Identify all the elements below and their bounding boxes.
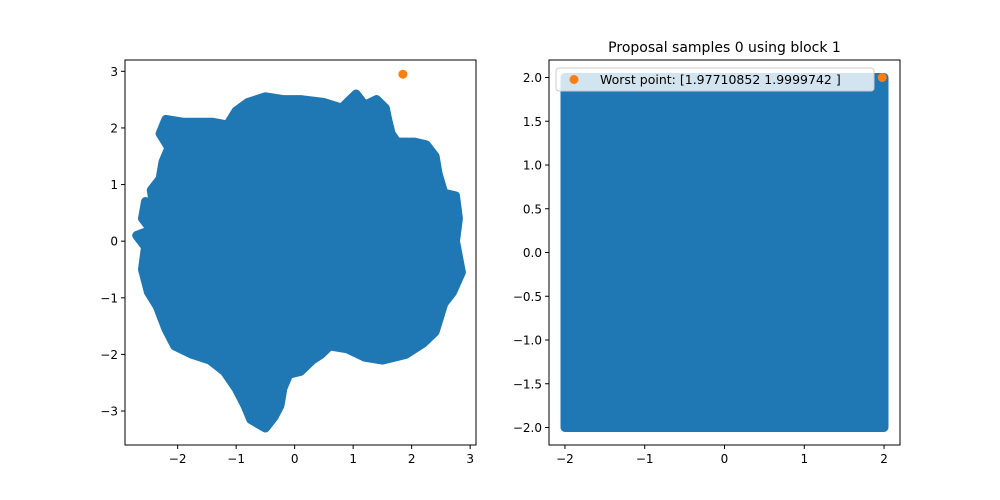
sample-cloud	[560, 73, 889, 432]
y-tick-label: 2.0	[523, 71, 542, 85]
y-tick-label: −2.0	[513, 421, 542, 435]
x-tick-label: −1	[227, 452, 245, 466]
worst-point-marker	[398, 69, 408, 79]
y-tick-label: 0.0	[523, 246, 542, 260]
left-plot-marks	[125, 60, 476, 445]
y-tick-label: 1.0	[523, 159, 542, 173]
x-tick-label: 0	[291, 452, 299, 466]
right-plot-title: Proposal samples 0 using block 1	[608, 40, 841, 56]
y-tick-label: −2	[100, 348, 118, 362]
legend-label-worst-point: Worst point: [1.97710852 1.9999742 ]	[600, 72, 841, 87]
x-tick-label: −2	[556, 452, 574, 466]
legend: Worst point: [1.97710852 1.9999742 ]	[555, 67, 875, 92]
y-tick-label: 0.5	[523, 202, 542, 216]
y-tick-label: −0.5	[513, 290, 542, 304]
y-tick-label: −1.5	[513, 377, 542, 391]
y-tick-label: −1.0	[513, 334, 542, 348]
x-tick-label: −1	[636, 452, 654, 466]
y-tick-label: 1	[110, 178, 118, 192]
y-tick-label: 3	[110, 65, 118, 79]
axes-frame	[124, 59, 477, 446]
right-plot-marks	[549, 60, 900, 445]
right-plot-axes: −2 −1 0 1 2 −2.0 −1.5 −1.0 −0.5 0.0 0.5 1.0 1.5 2.0	[513, 59, 901, 466]
x-tick-label: 1	[800, 452, 808, 466]
x-tick-label: 2	[408, 452, 416, 466]
x-tick-label: −2	[169, 452, 187, 466]
y-tick-label: −3	[100, 405, 118, 419]
y-tick-label: 1.5	[523, 115, 542, 129]
x-tick-label: 1	[349, 452, 357, 466]
y-tick-label: 0	[110, 235, 118, 249]
right-scatter-plot: Proposal samples 0 using block 1 −2 −1 0 1 2…	[513, 40, 901, 466]
legend-box	[555, 67, 875, 92]
worst-point-marker	[877, 73, 887, 82]
x-tick-label: 0	[721, 452, 729, 466]
legend-marker-worst-point	[569, 75, 579, 84]
left-plot-axes: −2 −1 0 1 2 3 −3 −2 −1 0 1 2 3	[100, 59, 477, 466]
x-tick-label: 3	[466, 452, 474, 466]
x-tick-label: 2	[880, 452, 888, 466]
y-tick-label: 2	[110, 121, 118, 135]
left-scatter-plot: −2 −1 0 1 2 3 −3 −2 −1 0 1 2 3	[100, 59, 477, 466]
sample-cloud	[132, 89, 466, 433]
y-tick-label: −1	[100, 291, 118, 305]
